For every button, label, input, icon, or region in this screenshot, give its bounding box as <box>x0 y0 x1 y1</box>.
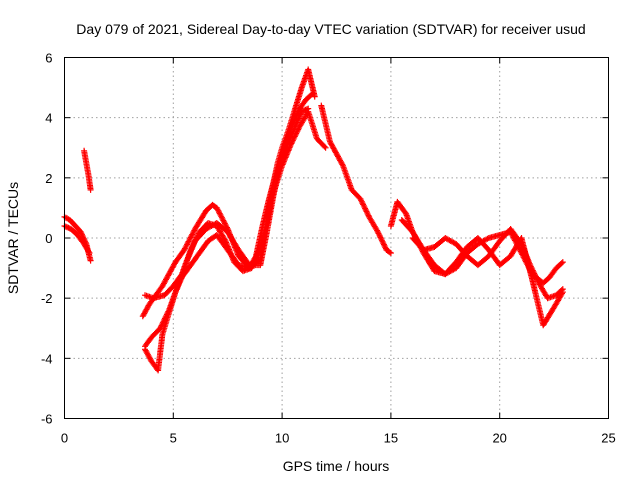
data-point <box>321 143 328 150</box>
x-axis-label: GPS time / hours <box>283 458 390 474</box>
series-track-c <box>81 147 94 193</box>
series-track-k <box>409 226 566 302</box>
data-point <box>558 260 565 267</box>
x-tick-label: 10 <box>275 431 289 446</box>
series-track-h <box>318 102 394 256</box>
data-point <box>376 231 383 238</box>
series-track-g <box>142 108 329 302</box>
data-point <box>559 259 566 266</box>
y-tick-label: 6 <box>45 51 52 66</box>
y-tick-label: 0 <box>45 231 52 246</box>
y-tick-label: -4 <box>41 351 53 366</box>
y-tick-label: 4 <box>45 111 52 126</box>
data-point <box>194 233 201 240</box>
x-tick-label: 0 <box>61 431 68 446</box>
data-point <box>484 235 491 242</box>
data-point <box>382 244 389 251</box>
x-tick-label: 25 <box>601 431 615 446</box>
x-tick-label: 15 <box>384 431 398 446</box>
x-tick-label: 20 <box>492 431 506 446</box>
y-tick-label: -6 <box>41 412 53 427</box>
series-track-j <box>398 217 566 329</box>
data-point <box>85 248 92 255</box>
x-tick-label: 5 <box>170 431 177 446</box>
data-point <box>87 186 94 193</box>
data-point <box>308 91 315 98</box>
series-track-d <box>139 66 318 320</box>
data-point <box>87 257 94 264</box>
data-point <box>387 250 394 256</box>
data-point <box>287 141 294 148</box>
data-point <box>528 264 535 271</box>
y-tick-label: 2 <box>45 171 52 186</box>
y-axis-label: SDTVAR / TECUs <box>5 182 21 294</box>
data-point <box>386 249 393 256</box>
chart-title: Day 079 of 2021, Sidereal Day-to-day VTE… <box>76 21 585 37</box>
series-track-b <box>61 223 93 256</box>
axis-ticks: 0 5 10 15 20 25 -6 -4 -2 0 2 4 6 <box>41 51 616 446</box>
data-point <box>309 90 316 97</box>
data-point <box>559 286 566 293</box>
data-point <box>339 161 346 168</box>
grid-lines <box>64 57 609 419</box>
data-points <box>61 66 566 374</box>
y-tick-label: -2 <box>41 291 53 306</box>
data-point <box>86 250 93 256</box>
data-point <box>322 144 329 151</box>
data-point <box>558 287 565 294</box>
